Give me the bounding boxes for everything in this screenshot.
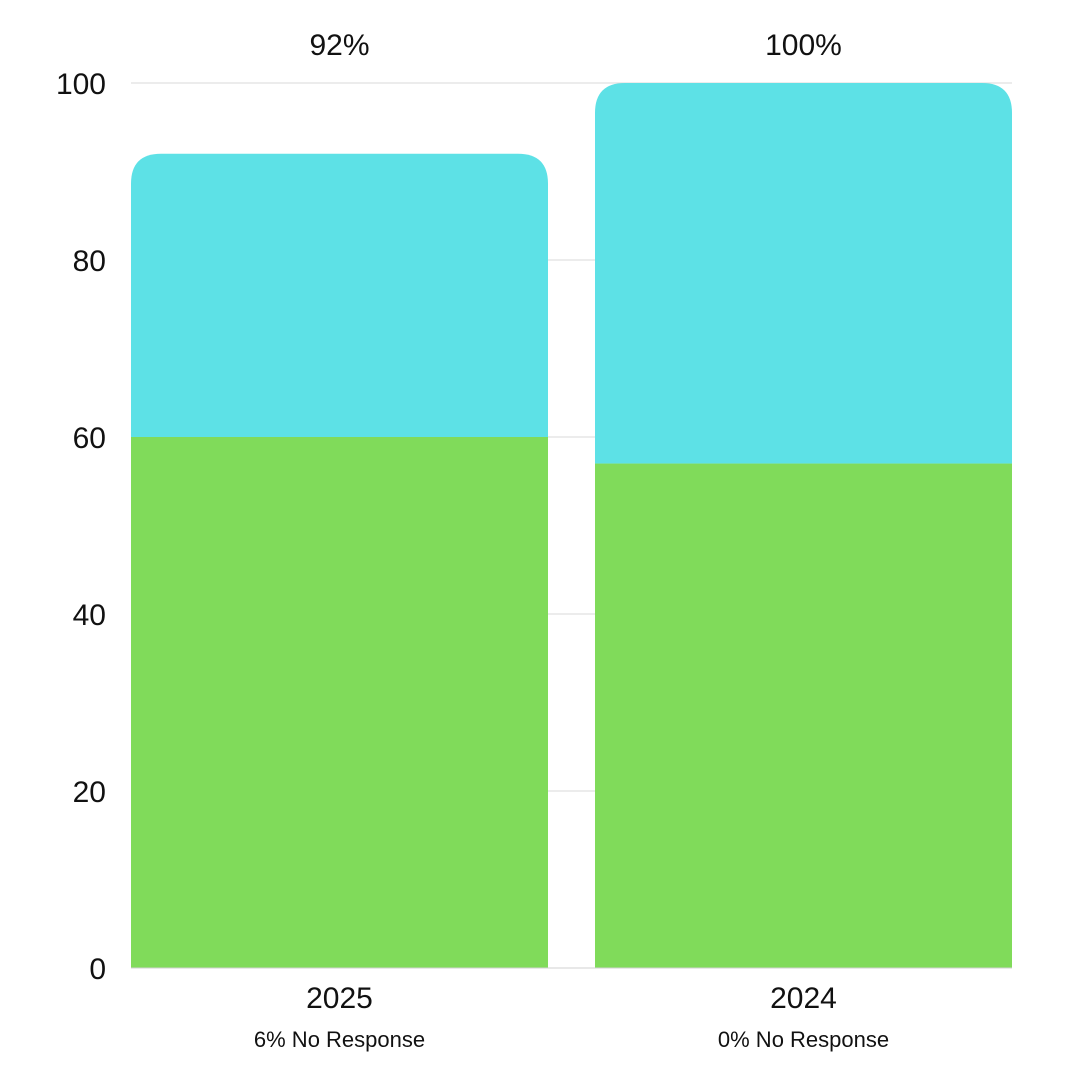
- bars: [131, 83, 1012, 968]
- y-tick-label: 100: [56, 68, 106, 101]
- bar-segment-base: [595, 463, 1012, 968]
- y-tick-label: 40: [73, 599, 106, 632]
- bar-segment-base: [131, 437, 548, 968]
- y-axis-tick-labels: 0 20 40 60 80 100: [56, 68, 106, 986]
- x-category-label: 2024: [770, 982, 837, 1015]
- x-category-sublabel: 0% No Response: [718, 1027, 889, 1052]
- x-category-label: 2025: [306, 982, 373, 1015]
- bar-total-label: 100%: [765, 29, 842, 62]
- bar-labels: 92% 2025 6% No Response 100% 2024 0% No Respo…: [254, 29, 889, 1052]
- bar-segment-top: [131, 153, 548, 438]
- y-tick-label: 60: [73, 422, 106, 455]
- bar-total-label: 92%: [309, 29, 369, 62]
- bar-segment-top: [595, 83, 1012, 464]
- y-tick-label: 20: [73, 776, 106, 809]
- y-tick-label: 0: [89, 953, 106, 986]
- y-tick-label: 80: [73, 245, 106, 278]
- x-category-sublabel: 6% No Response: [254, 1027, 425, 1052]
